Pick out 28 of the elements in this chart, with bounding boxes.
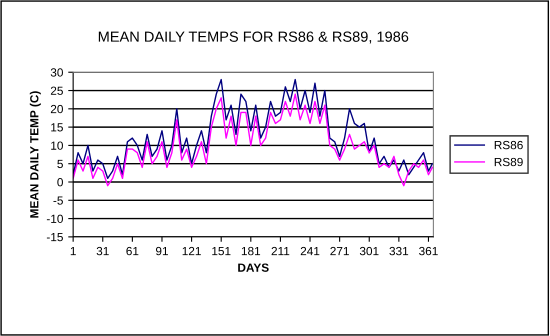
y-tick-label: 10 [51,141,63,150]
y-tick-label: 0 [57,178,63,186]
y-tick-label: 15 [51,123,63,132]
y-axis-title: MEAN DAILY TEMP (C) [30,91,41,218]
y-tick-label: 5 [57,160,63,168]
x-tick-label: 91 [156,246,168,256]
x-tick-label: 361 [419,246,438,256]
y-tick-label: -15 [46,233,63,242]
x-tick-label: 181 [242,246,260,256]
x-tick-label: 271 [330,246,349,256]
y-tick-label: -10 [46,214,63,223]
x-tick-label: 301 [360,246,379,256]
x-tick-label: 241 [300,246,320,256]
x-tick-label: 211 [272,246,290,256]
legend-label: RS86 [494,140,523,150]
x-tick-label: 331 [389,246,408,256]
y-tick-label: 20 [50,104,63,114]
y-tick-label: 30 [50,68,63,77]
x-axis-title: DAYS [238,263,269,272]
x-tick-label: 61 [126,246,138,256]
x-tick-label: 31 [96,246,109,256]
legend-label: RS89 [494,158,523,166]
x-tick-label: 151 [212,247,230,256]
x-tick-label: 1 [70,247,76,256]
y-tick-label: -5 [53,196,63,205]
y-tick-label: 25 [50,86,63,95]
chart-title: MEAN DAILY TEMPS FOR RS86 & RS89, 1986 [98,32,408,44]
x-tick-label: 121 [182,246,201,256]
